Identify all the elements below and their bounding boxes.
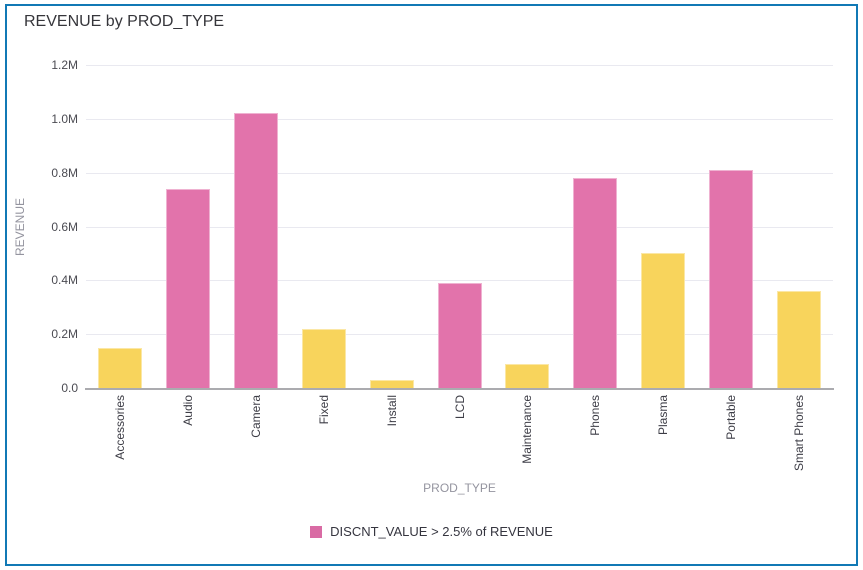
x-axis-tick-label: Camera	[248, 395, 263, 438]
x-axis-tick-label: Portable	[724, 395, 739, 440]
bar-smart-phones[interactable]	[777, 291, 822, 389]
gridline	[86, 118, 833, 120]
x-axis-tick-label: Phones	[588, 395, 603, 436]
y-axis-tick-label: 0.4M	[51, 273, 78, 288]
legend-swatch-icon	[310, 525, 323, 538]
y-axis-tick-label: 1.2M	[51, 58, 78, 72]
bar-accessories[interactable]	[97, 347, 142, 389]
x-axis-tick-label: Maintenance	[520, 395, 535, 464]
legend-item[interactable]: DISCNT_VALUE > 2.5% of REVENUE	[310, 524, 553, 539]
x-axis-tick-label: Accessories	[112, 395, 127, 460]
gridline	[86, 65, 833, 66]
x-axis-tick-label: Fixed	[316, 395, 331, 425]
gridline	[86, 280, 833, 282]
y-axis-tick-label: 1.0M	[51, 111, 78, 126]
x-axis-tick-label: Install	[384, 395, 399, 427]
x-axis-title: PROD_TYPE	[423, 481, 496, 495]
bar-maintenance[interactable]	[505, 363, 550, 389]
y-axis-title: REVENUE	[13, 197, 27, 257]
bar-camera[interactable]	[233, 113, 278, 389]
x-axis-tick-label: Smart Phones	[792, 395, 807, 472]
legend: DISCNT_VALUE > 2.5% of REVENUE	[0, 524, 863, 539]
bar-portable[interactable]	[709, 169, 754, 389]
bar-phones[interactable]	[573, 178, 618, 389]
gridline	[86, 226, 833, 228]
bar-lcd[interactable]	[437, 283, 482, 389]
chart-title: REVENUE by PROD_TYPE	[24, 13, 225, 30]
x-axis-tick-label: Audio	[180, 395, 195, 426]
y-axis-tick-label: 0.0	[61, 381, 78, 395]
bar-fixed[interactable]	[301, 328, 346, 389]
bar-audio[interactable]	[165, 188, 210, 389]
x-axis-line	[85, 388, 834, 390]
y-axis-tick-label: 0.6M	[51, 219, 78, 234]
gridline	[86, 172, 833, 174]
x-axis-tick-label: LCD	[452, 395, 467, 420]
y-axis-tick-label: 0.2M	[51, 327, 78, 342]
y-axis-tick-label: 0.8M	[51, 165, 78, 180]
bar-plasma[interactable]	[641, 253, 686, 389]
x-axis-tick-label: Plasma	[656, 395, 671, 436]
legend-label: DISCNT_VALUE > 2.5% of REVENUE	[330, 524, 553, 539]
